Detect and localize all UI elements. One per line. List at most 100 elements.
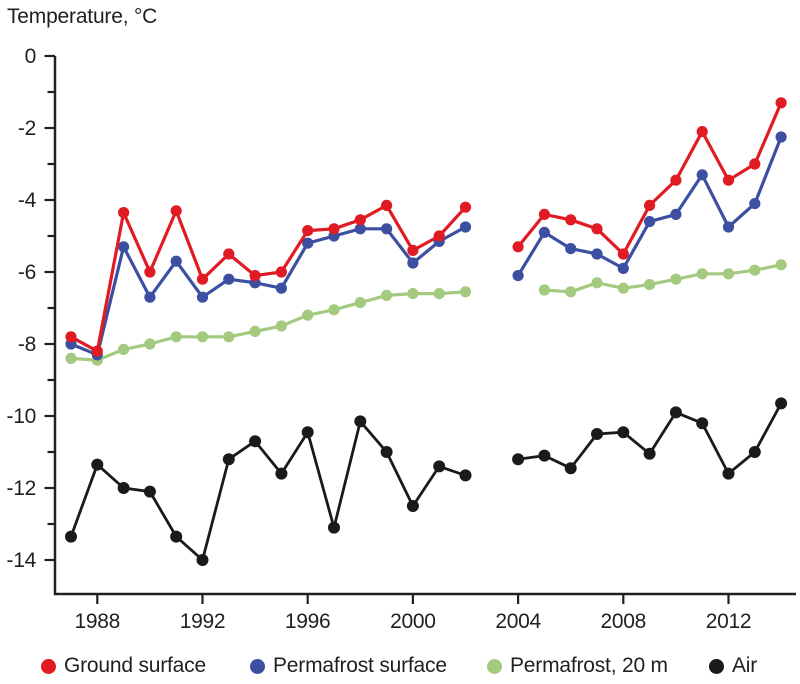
data-point-permafrost-20-m	[617, 282, 629, 294]
x-tick-label: 1988	[75, 610, 121, 633]
legend: Ground surface Permafrost surface Permafro…	[0, 650, 800, 682]
y-tick-label: 0	[25, 45, 36, 68]
data-point-ground-surface	[538, 208, 551, 220]
data-point-air	[275, 467, 288, 480]
data-point-permafrost-surface	[170, 255, 182, 267]
plot-area: 0 -2 -4 -6 -8 -10 -12 -14 1988 1992 1996 2000 2004 20…	[7, 45, 796, 633]
data-point-air	[433, 460, 446, 473]
series-line-permafrost-20-m	[69, 290, 468, 362]
data-point-ground-surface	[170, 205, 182, 217]
series-line-air	[516, 401, 783, 476]
data-point-ground-surface	[617, 248, 629, 260]
data-point-air	[617, 426, 630, 439]
data-point-permafrost-20-m	[328, 304, 340, 316]
data-point-permafrost-surface	[407, 257, 419, 269]
legend-dot-permafrost-20-m	[487, 658, 502, 674]
y-tick-label: -12	[7, 477, 36, 500]
series-line-ground-surface	[69, 203, 468, 353]
data-point-air	[512, 453, 525, 466]
data-point-air	[459, 469, 472, 482]
data-point-ground-surface	[65, 331, 77, 343]
data-point-permafrost-20-m	[459, 286, 472, 298]
y-tick-label: -10	[7, 405, 36, 428]
data-point-permafrost-surface	[565, 243, 577, 255]
data-point-ground-surface	[144, 266, 156, 278]
data-point-permafrost-surface	[617, 262, 629, 274]
data-point-permafrost-surface	[381, 223, 393, 235]
legend-label-air: Air	[732, 654, 758, 677]
data-point-permafrost-surface	[302, 237, 314, 249]
legend-label-permafrost-20-m: Permafrost, 20 m	[510, 654, 668, 677]
data-point-permafrost-surface	[459, 221, 472, 233]
data-point-air	[748, 446, 761, 458]
data-point-permafrost-surface	[591, 248, 603, 260]
x-tick-label: 1992	[180, 610, 226, 633]
data-point-permafrost-20-m	[407, 288, 419, 300]
data-point-air	[249, 435, 262, 448]
data-point-permafrost-20-m	[644, 279, 656, 291]
data-point-air	[775, 397, 788, 410]
data-point-ground-surface	[223, 248, 235, 260]
data-point-permafrost-surface	[275, 282, 287, 294]
data-point-air	[354, 415, 367, 428]
series-line-permafrost-surface	[69, 225, 468, 357]
data-point-permafrost-surface	[670, 208, 682, 220]
data-point-ground-surface	[696, 126, 708, 138]
data-point-ground-surface	[670, 174, 682, 186]
legend-dot-ground-surface	[41, 658, 56, 674]
data-point-ground-surface	[512, 241, 524, 253]
data-point-permafrost-20-m	[565, 286, 577, 298]
data-point-air	[564, 462, 577, 475]
y-tick-label: -4	[18, 189, 37, 212]
data-point-air	[696, 417, 709, 430]
data-point-permafrost-20-m	[775, 259, 787, 271]
x-tick-label: 2004	[495, 610, 541, 633]
legend-label-permafrost-surface: Permafrost surface	[273, 654, 447, 677]
data-point-ground-surface	[644, 199, 656, 211]
data-point-air	[196, 554, 209, 566]
data-point-air	[406, 500, 419, 512]
data-point-ground-surface	[91, 345, 103, 357]
series-line-ground-surface	[516, 101, 783, 256]
legend-item-permafrost-surface: Permafrost surface	[250, 650, 447, 682]
x-tick-label: 2012	[706, 610, 752, 633]
data-point-ground-surface	[433, 230, 445, 242]
data-point-ground-surface	[328, 223, 340, 235]
chart-title: Temperature, °C	[7, 5, 158, 28]
data-point-ground-surface	[302, 225, 314, 237]
data-point-permafrost-surface	[223, 273, 235, 285]
legend-item-air: Air	[709, 650, 757, 682]
legend-item-permafrost-20-m: Permafrost, 20 m	[487, 650, 668, 682]
data-point-permafrost-20-m	[696, 268, 708, 280]
data-point-ground-surface	[565, 214, 577, 226]
data-point-permafrost-20-m	[170, 331, 182, 343]
data-point-permafrost-20-m	[670, 273, 682, 285]
data-point-permafrost-20-m	[591, 277, 603, 289]
data-point-permafrost-20-m	[302, 309, 314, 321]
data-point-permafrost-20-m	[144, 338, 156, 350]
data-point-permafrost-surface	[775, 131, 787, 143]
series-line-air	[69, 419, 467, 562]
y-tick-label: -2	[18, 117, 36, 140]
data-point-permafrost-20-m	[354, 297, 366, 309]
data-point-permafrost-surface	[538, 226, 551, 238]
data-point-ground-surface	[722, 174, 735, 186]
y-tick-label: -6	[18, 261, 36, 284]
data-point-permafrost-surface	[354, 223, 366, 235]
data-point-air	[65, 530, 77, 543]
data-point-air	[538, 449, 551, 462]
data-point-air	[380, 446, 393, 458]
data-point-permafrost-surface	[749, 198, 761, 210]
data-point-permafrost-20-m	[749, 264, 761, 276]
data-point-permafrost-20-m	[433, 288, 445, 300]
series-line-permafrost-20-m	[542, 263, 783, 294]
data-point-air	[591, 428, 603, 440]
data-point-permafrost-surface	[722, 221, 735, 233]
data-point-ground-surface	[354, 214, 366, 226]
data-point-ground-surface	[381, 199, 393, 211]
data-point-ground-surface	[407, 244, 419, 256]
x-tick-label: 1996	[285, 610, 331, 633]
data-point-permafrost-surface	[512, 270, 524, 282]
data-point-air	[117, 482, 130, 494]
data-point-permafrost-20-m	[538, 284, 551, 296]
